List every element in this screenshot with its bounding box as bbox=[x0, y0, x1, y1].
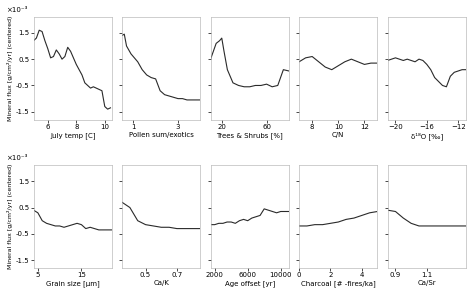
X-axis label: Grain size [μm]: Grain size [μm] bbox=[46, 280, 100, 287]
X-axis label: Ca/K: Ca/K bbox=[153, 280, 169, 286]
Y-axis label: Mineral flux [g/cm²/yr] (centered): Mineral flux [g/cm²/yr] (centered) bbox=[7, 164, 13, 269]
X-axis label: Trees & Shrubs [%]: Trees & Shrubs [%] bbox=[217, 132, 283, 139]
X-axis label: Ca/Sr: Ca/Sr bbox=[418, 280, 436, 286]
X-axis label: July temp [C]: July temp [C] bbox=[50, 132, 95, 139]
Y-axis label: Mineral flux [g/cm²/yr] (centered): Mineral flux [g/cm²/yr] (centered) bbox=[7, 16, 13, 121]
X-axis label: Age offset [yr]: Age offset [yr] bbox=[225, 280, 275, 287]
Text: ×10⁻³: ×10⁻³ bbox=[6, 7, 27, 13]
Text: ×10⁻³: ×10⁻³ bbox=[6, 155, 27, 161]
X-axis label: Pollen sum/exotics: Pollen sum/exotics bbox=[129, 132, 194, 138]
X-axis label: C/N: C/N bbox=[332, 132, 345, 138]
X-axis label: Charcoal [# -fires/ka]: Charcoal [# -fires/ka] bbox=[301, 280, 376, 287]
X-axis label: δ¹⁸O [‰]: δ¹⁸O [‰] bbox=[410, 132, 443, 140]
